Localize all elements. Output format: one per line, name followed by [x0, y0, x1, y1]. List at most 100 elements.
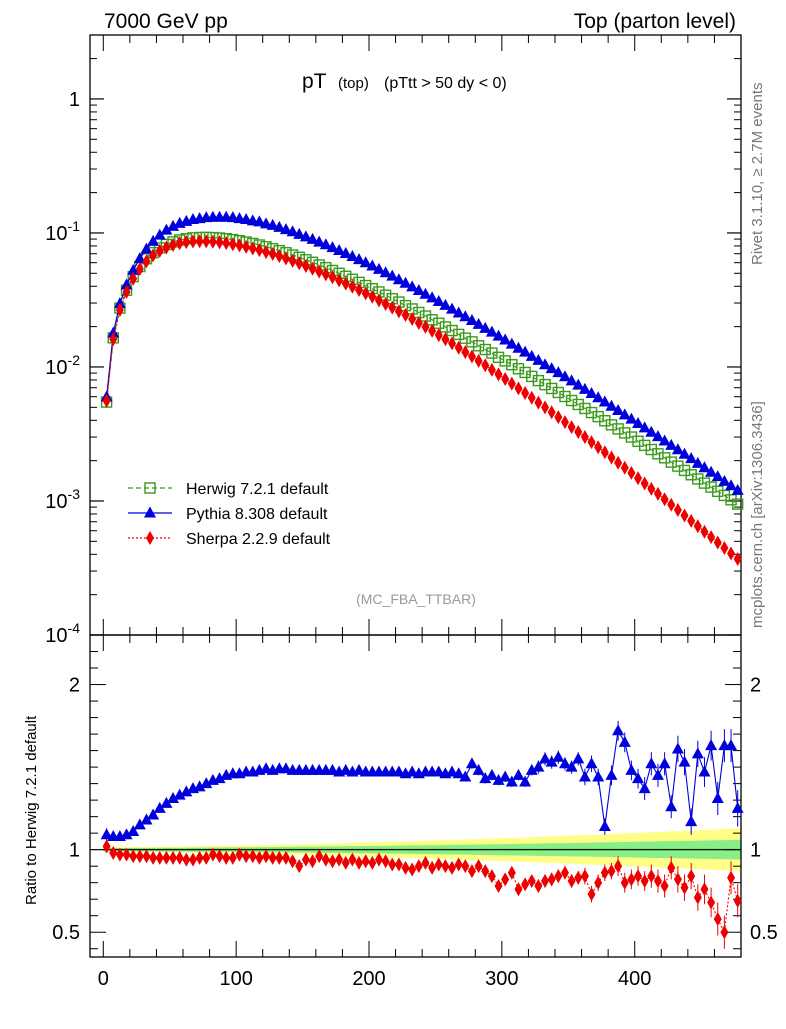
pythia-ratio-point	[539, 752, 552, 764]
sherpa-ratio-point	[594, 875, 603, 890]
herwig-point	[539, 378, 551, 391]
y-tick-label: 10-4	[45, 620, 80, 647]
sherpa-point	[620, 460, 629, 475]
sherpa-ratio-point	[401, 860, 410, 875]
sherpa-point	[713, 535, 722, 550]
pythia-point	[565, 374, 578, 386]
pythia-point	[625, 412, 638, 424]
pythia-ratio-point	[120, 828, 133, 840]
sherpa-point	[673, 503, 682, 518]
main-axes: 10-4 10-3 10-2 10-1 1	[45, 34, 741, 647]
sherpa-point	[155, 243, 164, 258]
pythia-ratio-point	[153, 801, 166, 813]
sherpa-ratio-point	[434, 857, 443, 872]
herwig-point	[492, 351, 505, 364]
pythia-ratio-point	[459, 770, 472, 782]
sherpa-point	[281, 251, 290, 266]
sherpa-ratio-point	[614, 859, 623, 874]
herwig-point	[506, 358, 518, 371]
pythia-ratio-point	[691, 747, 704, 759]
sherpa-point	[408, 312, 417, 327]
pythia-ratio-point	[326, 763, 339, 775]
pythia-point	[399, 276, 412, 288]
pythia-ratio-point	[598, 820, 611, 832]
pythia-ratio-point	[279, 762, 292, 774]
sherpa-ratio-point	[262, 849, 271, 864]
sherpa-ratio-point	[361, 854, 370, 869]
sherpa-ratio-point	[288, 854, 297, 869]
herwig-point	[731, 498, 744, 510]
sherpa-point	[454, 340, 463, 355]
x-tick-label: 200	[352, 968, 385, 990]
pythia-point	[273, 220, 286, 232]
sherpa-ratio-point	[607, 864, 616, 879]
sherpa-ratio-point	[208, 847, 217, 862]
analysis-watermark: (MC_FBA_TTBAR)	[356, 591, 476, 607]
ratio-y-tick-label: 1	[69, 840, 80, 862]
herwig-point	[678, 464, 691, 477]
sherpa-ratio-point	[135, 849, 144, 864]
sherpa-ratio-point	[567, 874, 576, 889]
herwig-point	[712, 485, 724, 498]
sherpa-point	[421, 319, 430, 334]
pythia-point	[386, 269, 399, 281]
sherpa-ratio-point	[667, 860, 676, 875]
mcplots-label: mcplots.cern.ch [arXiv:1306.3436]	[749, 401, 766, 628]
sherpa-point	[295, 256, 304, 271]
pythia-ratio-point	[618, 735, 631, 747]
sherpa-point	[587, 435, 596, 450]
pythia-point	[266, 218, 279, 230]
sherpa-ratio-point	[587, 887, 596, 902]
pythia-point	[299, 230, 312, 242]
sherpa-ratio-point	[461, 859, 470, 874]
sherpa-ratio-point	[248, 849, 257, 864]
pythia-ratio-point	[465, 757, 478, 769]
herwig-point	[585, 406, 598, 419]
herwig-point	[652, 448, 664, 460]
pythia-ratio-point	[339, 763, 352, 775]
sherpa-point	[202, 234, 211, 249]
sherpa-ratio-point	[467, 864, 476, 879]
sherpa-ratio-point	[228, 850, 237, 865]
pythia-point	[147, 234, 160, 246]
pythia-ratio-point	[705, 739, 718, 751]
sherpa-point	[594, 440, 603, 455]
herwig-point	[725, 494, 737, 506]
pythia-ratio-point	[127, 825, 140, 837]
herwig-point	[565, 394, 578, 407]
pythia-ratio-point	[558, 757, 571, 769]
herwig-legend-label: Herwig 7.2.1 default	[186, 481, 329, 498]
sherpa-ratio-point	[534, 878, 543, 893]
pythia-point	[525, 349, 538, 361]
ratio-y-tick-label-right: 0.5	[750, 922, 778, 944]
sherpa-ratio-point	[680, 880, 689, 895]
herwig-point	[632, 435, 644, 447]
pythia-ratio-point	[651, 768, 664, 780]
sherpa-point	[434, 328, 443, 343]
sherpa-ratio-point	[308, 854, 317, 869]
sherpa-ratio-point	[481, 864, 490, 879]
sherpa-ratio-point	[634, 869, 643, 884]
pythia-point	[306, 232, 319, 244]
y-tick-label: 10-2	[45, 352, 80, 379]
pythia-point	[153, 228, 166, 240]
sherpa-point	[275, 249, 284, 264]
sherpa-point	[394, 304, 403, 319]
pythia-ratio-point	[432, 765, 445, 777]
pythia-ratio-point	[180, 785, 193, 797]
sherpa-ratio-point	[514, 882, 523, 897]
pythia-point	[167, 219, 180, 231]
sherpa-ratio-point	[693, 890, 702, 905]
pythia-point	[512, 341, 525, 353]
herwig-point	[692, 473, 704, 485]
sherpa-point	[667, 497, 676, 512]
sherpa-point	[501, 372, 510, 387]
herwig-point	[552, 386, 565, 399]
sherpa-point	[301, 258, 310, 273]
pythia-point	[572, 378, 585, 390]
ratio-y-tick-label: 0.5	[52, 922, 80, 944]
pythia-ratio-point	[193, 780, 206, 792]
pythia-point	[392, 273, 405, 285]
pythia-line	[106, 216, 739, 491]
herwig-point	[545, 382, 558, 395]
